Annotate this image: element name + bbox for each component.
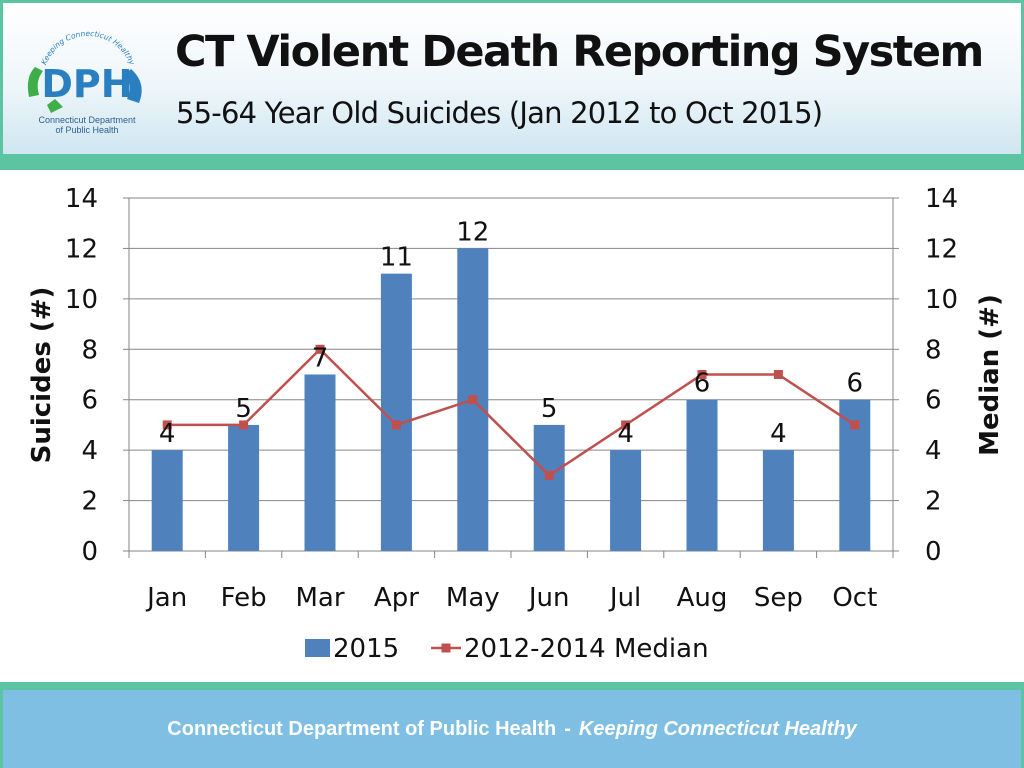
data-label: 5 [541, 394, 558, 424]
x-tick-label: May [446, 583, 500, 613]
median-marker [621, 420, 631, 430]
x-tick-label: Apr [374, 583, 419, 613]
svg-text:DPH: DPH [41, 62, 132, 106]
median-marker [162, 420, 172, 430]
footer-band: Connecticut Department of Public Health -… [0, 682, 1024, 768]
data-label: 6 [694, 369, 711, 399]
header-panel: Keeping Connecticut Healthy DPH Connecti… [3, 3, 1021, 154]
dph-logo: Keeping Connecticut Healthy DPH Connecti… [27, 29, 142, 135]
y-axis-title: Suicides (#) [27, 287, 57, 464]
bar [610, 450, 642, 551]
footer-tagline: Keeping Connecticut Healthy [578, 718, 857, 740]
bar [380, 273, 412, 551]
y-tick-label: 0 [81, 537, 98, 567]
median-marker [391, 420, 401, 430]
y-tick-label: 10 [65, 285, 98, 315]
y-tick-label: 2 [81, 487, 98, 517]
median-marker [468, 395, 478, 405]
y2-tick-label: 10 [925, 285, 958, 315]
bar [151, 450, 183, 551]
legend-label: 2012-2014 Median [464, 634, 709, 664]
x-tick-label: Jun [527, 583, 570, 613]
bar [762, 450, 794, 551]
footer-banner: Connecticut Department of Public Health -… [3, 690, 1021, 768]
x-tick-label: Jul [608, 583, 641, 613]
bar [533, 424, 565, 551]
y-tick-label: 4 [81, 436, 98, 466]
footer-separator: - [564, 718, 571, 740]
median-marker [773, 370, 783, 379]
legend-swatch-marker [441, 643, 451, 653]
x-tick-label: Mar [295, 583, 344, 613]
x-tick-label: Sep [754, 583, 803, 613]
data-label: 5 [235, 394, 252, 424]
bar [228, 424, 260, 551]
data-label: 4 [770, 419, 787, 449]
combo-chart: 0 0 2 2 4 4 6 6 8 8 10 10 12 12 14 14 4 5 7 11 12 5 4 6 4 6 Jan Feb… [27, 184, 1005, 664]
y2-tick-label: 0 [925, 537, 942, 567]
x-tick-label: Feb [221, 583, 267, 613]
legend-label: 2015 [333, 634, 399, 664]
svg-text:Keeping Connecticut Healthy: Keeping Connecticut Healthy [39, 29, 137, 67]
x-tick-label: Aug [677, 583, 728, 613]
svg-text:of Public Health: of Public Health [55, 125, 118, 135]
median-line [167, 347, 856, 477]
data-label: 7 [312, 344, 329, 374]
page-title: CT Violent Death Reporting System [175, 27, 984, 77]
y2-tick-label: 4 [925, 436, 942, 466]
footer-org: Connecticut Department of Public Health [167, 718, 557, 740]
y2-axis-title: Median (#) [975, 294, 1005, 456]
y2-tick-label: 14 [925, 184, 958, 214]
x-tick-label: Oct [832, 583, 877, 613]
y-tick-label: 6 [81, 386, 98, 416]
data-label: 4 [617, 419, 634, 449]
y-tick-label: 12 [65, 234, 98, 264]
y-tick-label: 14 [65, 184, 98, 214]
y2-tick-label: 2 [925, 487, 942, 517]
median-marker [315, 344, 325, 354]
bar [686, 399, 718, 551]
x-tick-label: Jan [145, 583, 187, 613]
median-marker [697, 370, 707, 379]
svg-text:Connecticut Department: Connecticut Department [38, 115, 136, 125]
page-subtitle: 55-64 Year Old Suicides (Jan 2012 to Oct… [176, 96, 823, 130]
legend-swatch-bar [305, 639, 330, 657]
data-label: 12 [456, 217, 489, 247]
y2-tick-label: 12 [925, 234, 958, 264]
y2-tick-label: 6 [925, 386, 942, 416]
y2-tick-label: 8 [925, 335, 942, 365]
data-label: 6 [847, 369, 864, 399]
header-band: Keeping Connecticut Healthy DPH Connecti… [0, 0, 1024, 170]
bar [304, 374, 336, 551]
y-tick-label: 8 [81, 335, 98, 365]
median-marker [544, 470, 554, 480]
median-marker [850, 420, 860, 430]
median-marker [239, 420, 249, 430]
data-label: 11 [380, 243, 413, 273]
data-label: 4 [159, 419, 176, 449]
